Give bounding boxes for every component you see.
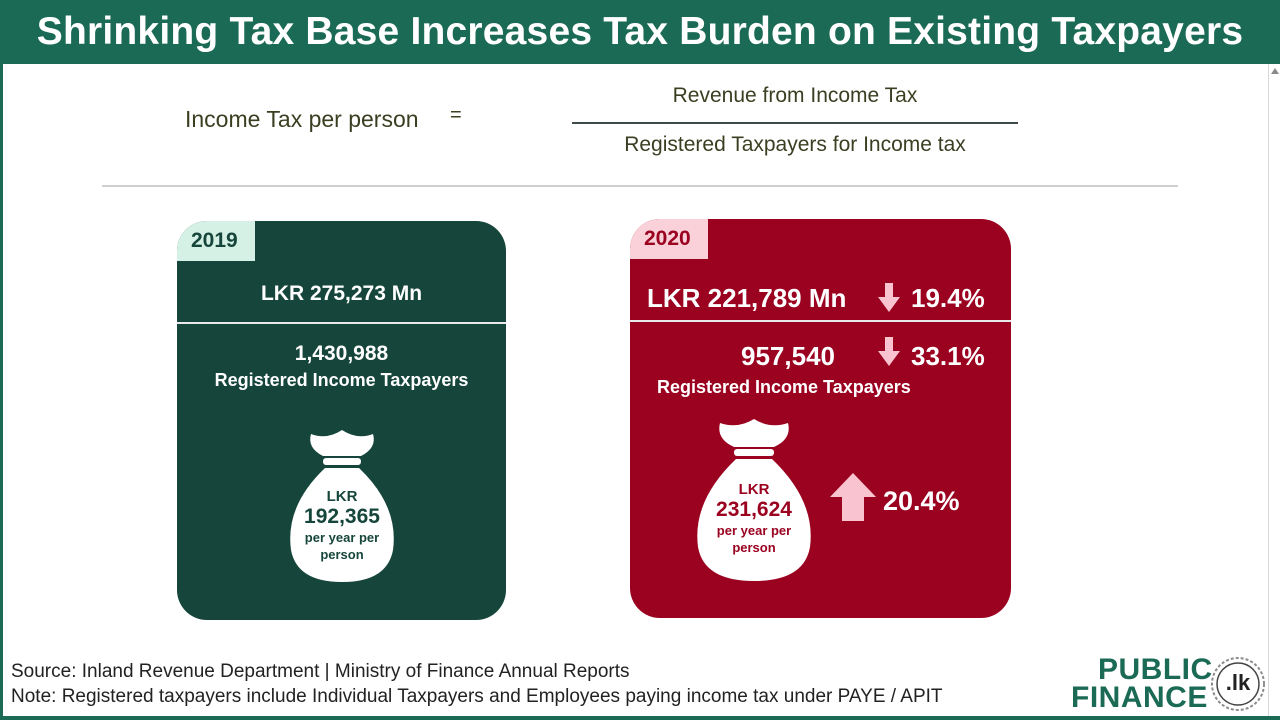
revenue-2019: LKR 275,273 Mn — [260, 282, 423, 305]
tax-per-person-2020: 231,624 — [716, 498, 792, 521]
money-bag-icon: LKR 231,624 per year per person — [694, 415, 814, 583]
card-2019: 2019 LKR 275,273 Mn 1,430,988 Registered… — [177, 221, 506, 620]
logo-seal-text: .lk — [1225, 670, 1251, 695]
year-tag-2019: 2019 — [177, 221, 255, 261]
logo-seal-icon: .lk — [1210, 656, 1266, 712]
logo-line2: FINANCE — [1071, 681, 1208, 714]
footnote: Note: Registered taxpayers include Indiv… — [11, 686, 943, 707]
scroll-up-icon[interactable] — [1271, 68, 1279, 74]
taxpayers-count-2019: 1,430,988 — [294, 342, 389, 365]
bag-unit-2019: per year per person — [304, 530, 380, 562]
taxpayers-count-2020: 957,540 — [741, 341, 835, 371]
formula-lhs: Income Tax per person — [185, 106, 419, 132]
scrollbar[interactable] — [1268, 64, 1280, 716]
revenue-change-2020: 19.4% — [911, 283, 985, 313]
logo-line1: PUBLIC — [1098, 653, 1213, 686]
taxpayers-label-2019: Registered Income Taxpayers — [214, 370, 469, 390]
page-title: Shrinking Tax Base Increases Tax Burden … — [0, 0, 1280, 64]
card-2020: 2020 LKR 221,789 Mn 19.4% 957,540 33.1% … — [630, 219, 1011, 618]
source-note: Source: Inland Revenue Department | Mini… — [11, 661, 630, 682]
fraction-bar — [572, 122, 1018, 124]
card-divider — [177, 322, 506, 324]
formula-denominator: Registered Taxpayers for Income tax — [624, 133, 966, 156]
bag-currency-2019: LKR — [326, 488, 358, 505]
bag-unit-2020: per year per person — [716, 523, 792, 555]
down-arrow-icon — [878, 337, 900, 366]
revenue-2020: LKR 221,789 Mn — [647, 283, 847, 313]
taxpayers-label-2020: Registered Income Taxpayers — [657, 377, 911, 397]
year-tag-2020: 2020 — [630, 219, 708, 259]
bag-currency-2020: LKR — [738, 481, 770, 498]
formula-numerator: Revenue from Income Tax — [672, 84, 918, 107]
section-divider — [102, 185, 1178, 187]
formula-equals: = — [450, 104, 462, 126]
up-arrow-icon — [830, 473, 876, 521]
tax-per-person-2019: 192,365 — [304, 505, 380, 528]
down-arrow-icon — [878, 283, 900, 312]
taxpayers-change-2020: 33.1% — [911, 341, 985, 371]
money-bag-icon: LKR 192,365 per year per person — [287, 426, 397, 584]
tax-per-person-change-2020: 20.4% — [883, 486, 960, 516]
card-divider — [630, 320, 1011, 322]
